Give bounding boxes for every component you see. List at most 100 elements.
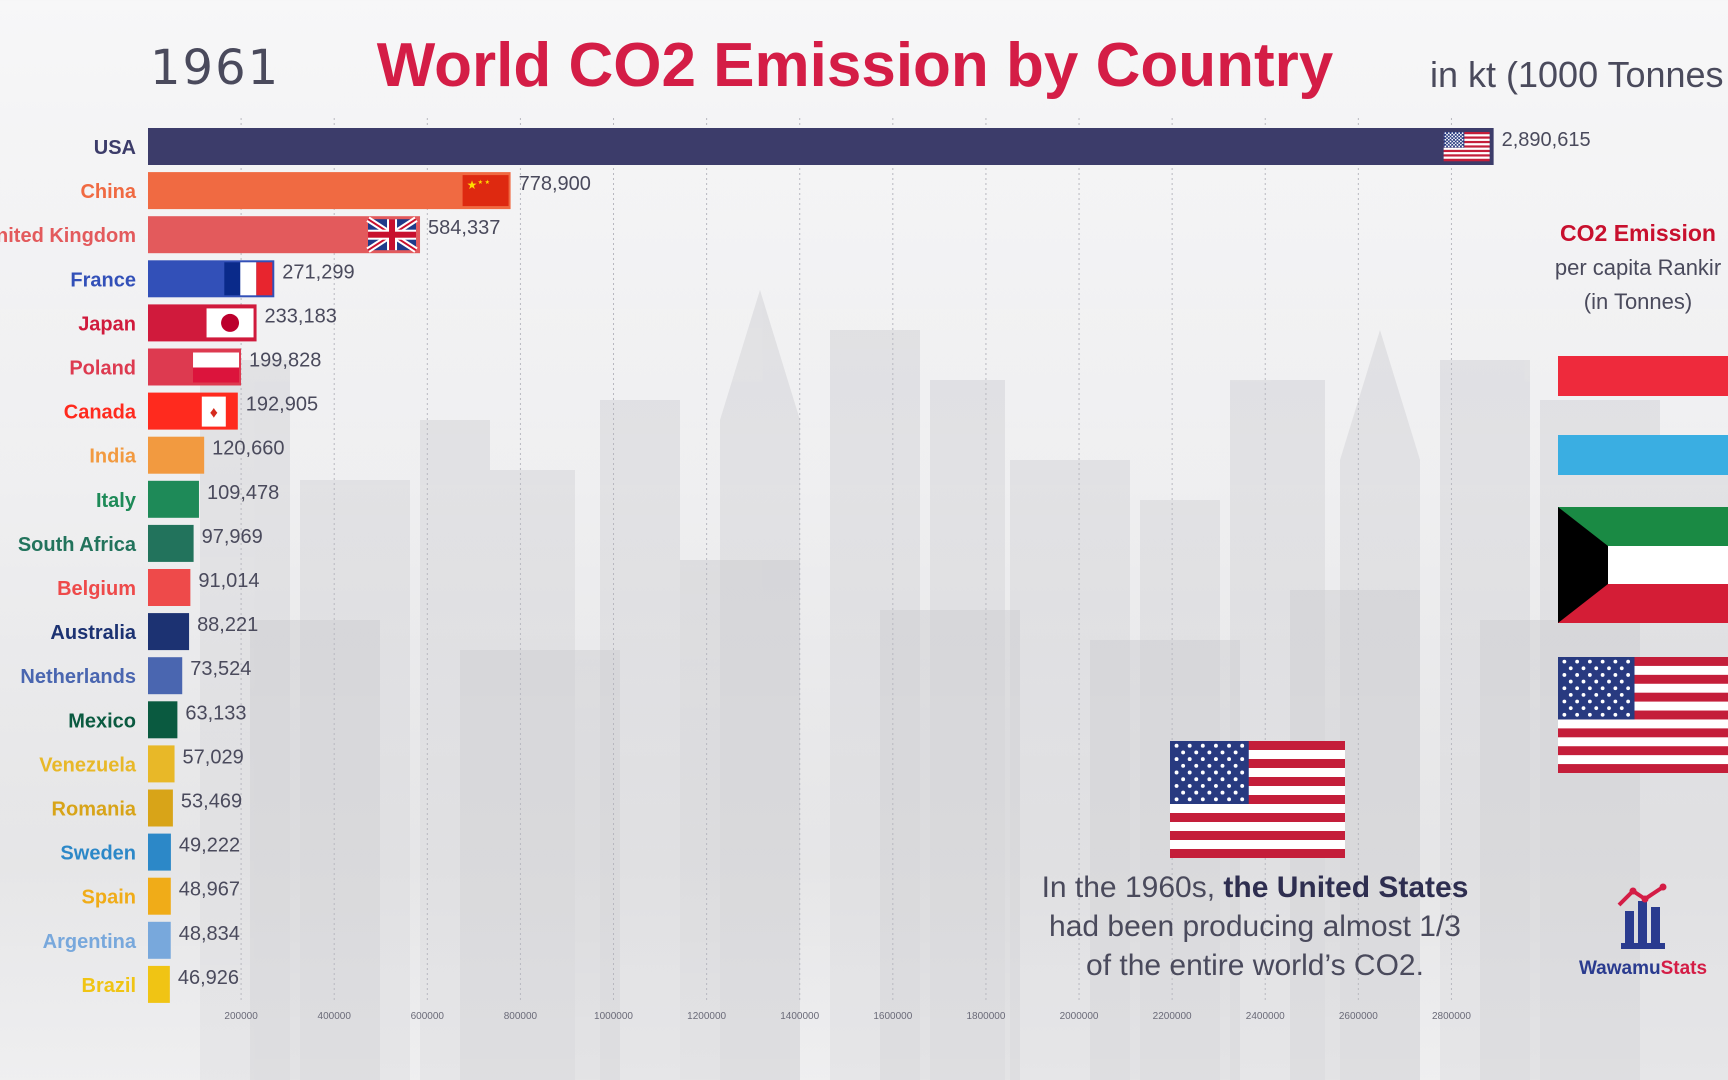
category-label: Japan	[78, 313, 136, 335]
bar-row: China 778,900 ★ ★ ★	[80, 172, 591, 210]
value-label: 2,890,615	[1502, 129, 1591, 151]
uk-flag-icon	[366, 216, 418, 253]
x-tick-label: 600000	[411, 1011, 445, 1022]
x-tick-label: 1400000	[780, 1011, 819, 1022]
category-label: Sweden	[60, 843, 136, 865]
per-capita-panel: CO2 Emission per capita Rankir (in Tonne…	[1528, 220, 1728, 315]
category-label: Australia	[50, 622, 136, 644]
bar-row: Argentina 48,834	[43, 921, 240, 959]
fact-part3: of the entire world’s CO2.	[1086, 949, 1424, 982]
logo-text-stats: Stats	[1660, 958, 1708, 979]
category-label: Netherlands	[20, 666, 136, 688]
category-label: South Africa	[18, 534, 137, 556]
x-tick-label: 1600000	[873, 1011, 912, 1022]
value-label: 120,660	[212, 438, 284, 460]
bar-row: Japan 233,183	[78, 304, 337, 342]
x-tick-label: 400000	[318, 1011, 352, 1022]
chart-title: World CO2 Emission by Country	[376, 31, 1334, 100]
value-label: 584,337	[428, 217, 500, 239]
unit-label: in kt (1000 Tonnes	[1430, 54, 1724, 95]
bar	[148, 569, 191, 606]
bar-row: USA 2,890,615	[94, 128, 1591, 165]
category-label: Belgium	[57, 578, 136, 600]
bar	[148, 172, 511, 210]
fact-text: In the 1960s, the United States had been…	[1010, 868, 1500, 985]
bar-row: nited Kingdom 584,337	[0, 216, 500, 254]
x-tick-label: 1800000	[966, 1011, 1005, 1022]
china-flag-icon: ★ ★ ★	[462, 175, 509, 207]
us-flag-icon	[1558, 657, 1728, 773]
x-tick-label: 2800000	[1432, 1011, 1471, 1022]
bar	[148, 965, 170, 1003]
red-bar-flag-icon	[1558, 356, 1728, 396]
category-label: Argentina	[43, 931, 137, 953]
value-label: 778,900	[519, 173, 591, 195]
value-label: 97,969	[202, 526, 263, 548]
value-label: 73,524	[190, 658, 251, 680]
x-tick-label: 200000	[224, 1011, 258, 1022]
value-label: 48,834	[179, 923, 240, 945]
category-label: Mexico	[68, 710, 136, 732]
x-tick-label: 2400000	[1246, 1011, 1285, 1022]
value-label: 63,133	[185, 702, 246, 724]
logo-chart-icon	[1617, 883, 1667, 949]
wawamustats-logo: WawamuStats	[1578, 883, 1708, 980]
us-flag-icon	[1443, 132, 1490, 162]
bar-row: Poland 199,828	[69, 348, 321, 386]
value-label: 46,926	[178, 967, 239, 989]
x-tick-label: 800000	[504, 1011, 538, 1022]
bar-row: Netherlands 73,524	[20, 657, 251, 695]
category-label: Spain	[82, 887, 136, 909]
category-label: Brazil	[82, 975, 136, 997]
bar	[148, 745, 175, 783]
value-label: 233,183	[265, 305, 337, 327]
bar-row: India 120,660	[89, 436, 284, 474]
value-label: 49,222	[179, 835, 240, 857]
value-label: 91,014	[198, 570, 259, 592]
value-label: 48,967	[179, 879, 240, 901]
bar	[148, 921, 171, 959]
canada-flag-icon: ♦	[201, 396, 226, 427]
bar-row: Spain 48,967	[82, 877, 240, 915]
bar	[148, 524, 194, 562]
us-flag-icon	[1170, 741, 1345, 858]
bar	[148, 613, 190, 651]
bar	[148, 657, 183, 695]
logo-text-wawamu: Wawamu	[1578, 958, 1661, 979]
year-label: 1961	[150, 40, 281, 96]
bar	[148, 480, 199, 518]
fact-highlight: the United States	[1223, 871, 1469, 904]
category-label: Italy	[96, 490, 137, 512]
bar-row: South Africa 97,969	[18, 524, 263, 562]
value-label: 53,469	[181, 791, 242, 813]
fact-part1: In the 1960s,	[1041, 871, 1224, 904]
svg-text:♦: ♦	[210, 405, 218, 422]
category-label: France	[70, 269, 136, 291]
bar	[148, 436, 205, 474]
bar-row: France 271,299	[70, 260, 355, 298]
category-label: India	[89, 446, 137, 468]
value-label: 57,029	[183, 746, 244, 768]
category-label: Romania	[52, 799, 137, 821]
category-label: nited Kingdom	[0, 225, 136, 247]
bar-row: Brazil 46,926	[82, 965, 239, 1003]
x-tick-label: 1200000	[687, 1011, 726, 1022]
bar-row: Canada 192,905 ♦	[64, 392, 318, 430]
svg-text:★: ★	[467, 178, 478, 192]
poland-flag-icon	[193, 352, 240, 383]
japan-flag-icon	[206, 308, 254, 338]
bar	[148, 833, 171, 871]
category-label: Canada	[64, 402, 137, 424]
bar-row: Mexico 63,133	[68, 701, 247, 739]
bar-row: Belgium 91,014	[57, 569, 260, 606]
bar	[148, 128, 1494, 165]
x-tick-label: 2200000	[1153, 1011, 1192, 1022]
bar	[148, 877, 171, 915]
value-label: 192,905	[246, 394, 318, 416]
category-label: USA	[94, 137, 136, 159]
fact-part2: had been producing almost 1/3	[1049, 910, 1461, 943]
france-flag-icon	[224, 262, 273, 296]
x-tick-label: 2000000	[1060, 1011, 1099, 1022]
bar	[148, 789, 173, 827]
